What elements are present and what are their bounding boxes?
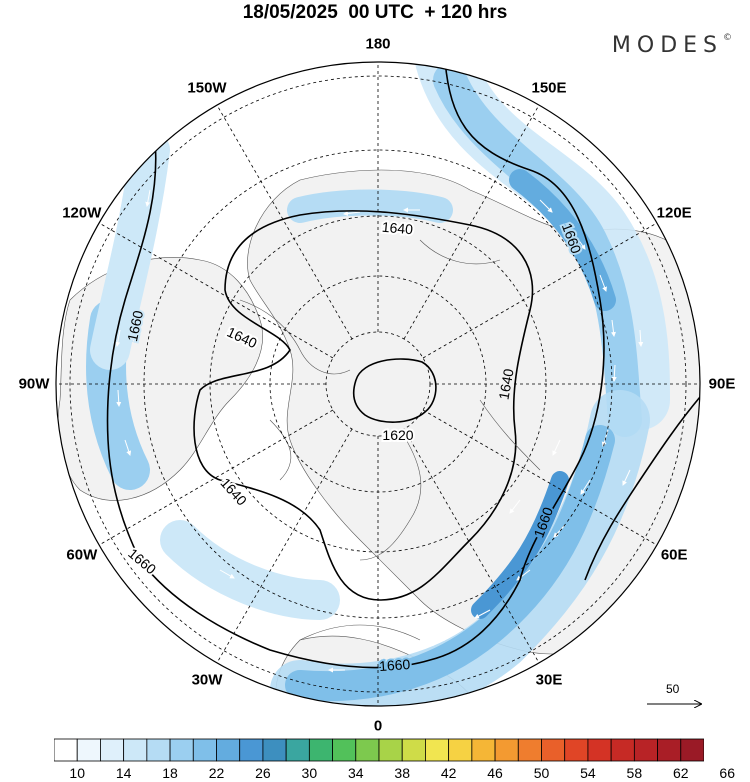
geopotential-contours <box>106 62 700 669</box>
colorbar-swatch <box>633 738 658 762</box>
longitude-label: 30W <box>191 671 223 689</box>
colorbar-swatch <box>401 738 426 762</box>
colorbar <box>54 738 704 762</box>
map-disc <box>56 62 700 706</box>
colorbar-swatch <box>378 738 403 762</box>
colorbar-swatch <box>494 738 519 762</box>
longitude-label: 90E <box>708 375 736 393</box>
meridian-line <box>98 409 334 546</box>
map-outline <box>55 61 701 707</box>
longitude-label: 30E <box>535 671 563 689</box>
colorbar-tick-label: 10 <box>69 765 85 781</box>
colorbar-tick-label: 30 <box>301 765 318 781</box>
colorbar-tick-label: 26 <box>255 765 271 781</box>
contour-label: 1660 <box>379 656 411 674</box>
colorbar-swatch <box>308 738 333 762</box>
brand-logo: MODES© <box>612 33 732 58</box>
colorbar-swatch <box>610 738 635 762</box>
colorbar-swatch <box>680 738 704 762</box>
colorbar-swatch <box>355 738 380 762</box>
longitude-label: 60W <box>66 546 98 564</box>
colorbar-swatch <box>471 738 496 762</box>
meridian-line <box>216 104 353 340</box>
colorbar-tick-label: 58 <box>626 765 643 781</box>
colorbar-swatch <box>76 738 101 762</box>
longitude-label: 150E <box>531 79 567 97</box>
colorbar-tick-label: 34 <box>347 765 364 781</box>
colorbar-swatch <box>123 738 148 762</box>
colorbar-tick-label: 18 <box>162 765 178 781</box>
meridian-line <box>422 222 658 359</box>
colorbar-tick-label: 66 <box>719 765 735 781</box>
colorbar-swatch <box>146 738 171 762</box>
contour-label: 1640 <box>381 219 414 238</box>
colorbar-swatch <box>100 738 125 762</box>
longitude-label: 180 <box>365 35 391 53</box>
longitude-label: 120E <box>656 204 692 222</box>
colorbar-swatch <box>657 738 682 762</box>
meridian-line <box>403 428 540 664</box>
colorbar-tick-label: 54 <box>580 765 596 781</box>
colorbar-tick-label: 62 <box>672 765 689 781</box>
colorbar-swatch <box>169 738 194 762</box>
colorbar-tick-label: 50 <box>533 765 550 781</box>
map-title: 18/05/2025 00 UTC + 120 hrs <box>242 2 508 23</box>
colorbar-swatch <box>262 738 287 762</box>
longitude-label: 150W <box>187 79 227 97</box>
longitude-label: 60E <box>660 546 688 564</box>
meridian-line <box>98 222 334 359</box>
colorbar-swatch <box>285 738 310 762</box>
colorbar-swatch <box>216 738 241 762</box>
reference-vector-label: 50 <box>666 682 680 696</box>
meridian-line <box>403 104 540 340</box>
colorbar-swatch <box>517 738 542 762</box>
meridian-lines <box>56 62 700 706</box>
colorbar-swatch <box>332 738 357 762</box>
longitude-label: 90W <box>18 375 50 393</box>
meridian-line <box>422 409 658 546</box>
colorbar-tick-label: 22 <box>208 765 225 781</box>
coastlines <box>239 239 541 641</box>
colorbar-tick-label: 46 <box>487 765 503 781</box>
colorbar-tick-label: 14 <box>115 765 132 781</box>
colorbar-swatch <box>541 738 566 762</box>
colorbar-tick-labels: 10141822263034384246505458626670 <box>0 765 750 781</box>
longitude-label: 120W <box>62 204 102 222</box>
colorbar-swatch <box>192 738 217 762</box>
colorbar-tick-label: 42 <box>440 765 457 781</box>
colorbar-swatch <box>239 738 264 762</box>
colorbar-swatch <box>564 738 589 762</box>
contour-label: 1620 <box>382 427 413 443</box>
colorbar-swatch <box>54 738 78 762</box>
colorbar-tick-label: 38 <box>394 765 410 781</box>
colorbar-swatch <box>587 738 612 762</box>
wind-speed-shading <box>86 62 670 706</box>
colorbar-swatch <box>448 738 473 762</box>
colorbar-swatch <box>425 738 450 762</box>
meridian-line <box>216 428 353 664</box>
longitude-label: 0 <box>373 717 383 735</box>
reference-vector-arrow-icon <box>647 697 705 711</box>
brand-name: MODES <box>611 33 723 58</box>
brand-mark: © <box>723 33 732 43</box>
